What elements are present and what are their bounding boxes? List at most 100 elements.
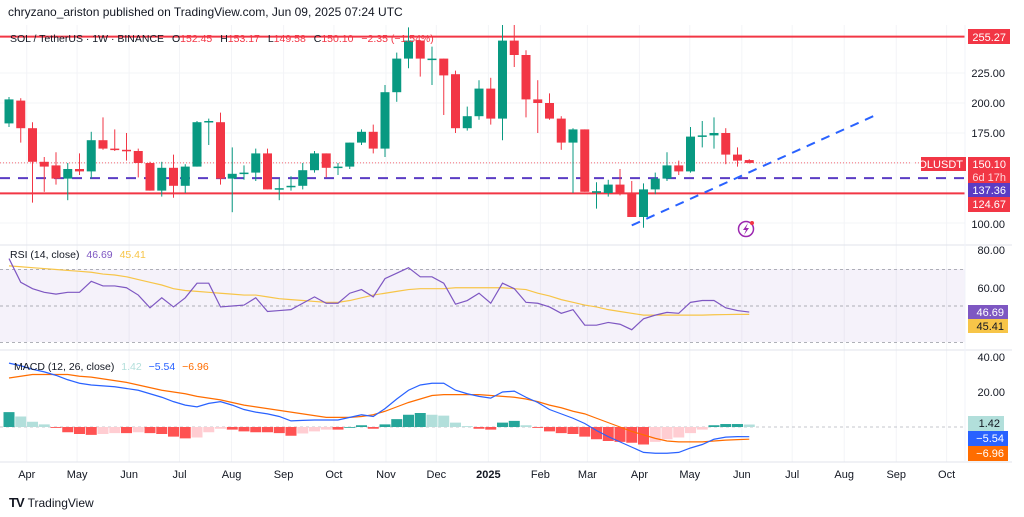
macd-signal-value: −6.96	[182, 361, 209, 373]
candle	[122, 133, 131, 161]
time-tick: Jul	[785, 469, 799, 481]
candle	[462, 106, 472, 131]
time-tick: 2025	[476, 469, 500, 481]
candle-body	[615, 184, 625, 193]
price-tick: 175.00	[971, 128, 1005, 140]
candle	[580, 129, 590, 192]
candle	[545, 93, 554, 120]
time-tick: Apr	[18, 469, 35, 481]
candle	[415, 40, 425, 77]
macd-histogram-bar	[74, 427, 85, 434]
candle	[533, 80, 543, 133]
macd-histogram-bar	[591, 427, 602, 440]
high-label: H	[220, 33, 228, 45]
time-tick: Sep	[886, 469, 906, 481]
candle-body	[556, 118, 566, 143]
macd-histogram-bar	[215, 427, 226, 429]
open-value: 152.45	[180, 33, 212, 45]
macd-histogram-bar	[356, 425, 367, 427]
support-badge	[968, 197, 1010, 212]
rsi-pane	[8, 258, 750, 331]
macd-tick: 20.00	[977, 387, 1005, 399]
macd-histogram-bar	[367, 427, 379, 429]
horizontal-levels[interactable]	[0, 35, 965, 195]
macd-histogram-bar	[532, 427, 544, 428]
candle	[51, 152, 61, 185]
macd-histogram-bar	[320, 427, 332, 430]
candle-body	[4, 99, 14, 124]
hist-badge-text: 1.42	[979, 418, 1000, 430]
macd-histogram-bar	[567, 427, 579, 434]
macd-histogram-bar	[685, 427, 696, 434]
rsi-badge	[968, 305, 1008, 319]
macd-histogram-bar	[262, 427, 273, 433]
macd-histogram-bar	[391, 419, 403, 427]
price-axis[interactable]: 225.00 200.00 175.00 100.00 80.00 60.00 …	[971, 68, 1005, 399]
mid-level-text: 137.36	[972, 185, 1006, 197]
candle-body	[427, 58, 437, 61]
macd-histogram-bar	[555, 427, 567, 434]
candle-body	[627, 193, 637, 217]
candle	[157, 161, 167, 197]
rsi-legend[interactable]: RSI (14, close) 46.69 45.41	[10, 249, 146, 261]
macd-histogram-bar	[50, 427, 62, 428]
candle-body	[545, 103, 554, 119]
time-tick: Mar	[578, 469, 597, 481]
time-tick: Jul	[172, 469, 186, 481]
macd-histogram-bar	[3, 412, 15, 427]
tradingview-logo[interactable]: TV TradingView	[9, 495, 94, 510]
candle	[380, 85, 390, 157]
candle-body	[169, 167, 178, 186]
candle-body	[239, 172, 249, 175]
macd-title: MACD (12, 26, close)	[14, 361, 114, 373]
candle	[263, 148, 272, 190]
macd-histogram-bar	[144, 427, 156, 434]
time-tick: Feb	[531, 469, 550, 481]
candle-body	[509, 40, 519, 55]
macd-histogram-bar	[297, 427, 309, 434]
candle-body	[122, 149, 131, 152]
rsi-band-fill	[0, 269, 965, 342]
candle-body	[110, 148, 120, 151]
macd-legend[interactable]: MACD (12, 26, close) 1.42 −5.54 −6.96	[14, 361, 209, 373]
candle-body	[521, 55, 531, 100]
macd-histogram-bar	[732, 424, 743, 427]
candle	[75, 153, 84, 175]
rsi-tick: 60.00	[977, 283, 1005, 295]
macd-histogram-bar	[238, 427, 250, 432]
candle-body	[697, 135, 707, 137]
candle	[239, 165, 249, 180]
macd-histogram-bar	[426, 414, 438, 427]
time-axis[interactable]: Apr May Jun Jul Aug Sep Oct Nov Dec 2025 Feb Mar Apr…	[18, 469, 955, 481]
trendline[interactable]	[631, 112, 879, 227]
candle-body	[486, 88, 496, 119]
hist-badge	[968, 416, 1004, 431]
candle-body	[592, 191, 601, 193]
candle	[639, 183, 648, 228]
mid-level-badge	[968, 183, 1010, 197]
price-tick: 225.00	[971, 68, 1005, 80]
macd-histogram-bar	[226, 427, 238, 430]
macd-histogram-bar	[450, 422, 461, 427]
macd-tick: 40.00	[977, 352, 1005, 364]
candle	[674, 160, 684, 175]
candle-body	[345, 142, 355, 167]
candle-body	[86, 140, 96, 172]
candle	[345, 142, 355, 169]
candle-body	[357, 131, 366, 143]
ascending-trendline	[631, 112, 879, 227]
candle	[321, 153, 331, 178]
candle	[357, 129, 366, 145]
time-tick: Oct	[325, 469, 342, 481]
candle	[627, 181, 637, 217]
rsi-ma-line	[8, 265, 750, 316]
candle	[216, 112, 225, 185]
time-tick: Sep	[274, 469, 294, 481]
candle	[474, 80, 484, 120]
symbol-label[interactable]: SOL / TetherUS · 1W · BINANCE	[10, 33, 164, 45]
macd-histogram-bar	[379, 424, 391, 427]
macd-histogram-bar	[438, 415, 450, 427]
lightning-icon[interactable]	[737, 220, 755, 238]
candle	[404, 27, 413, 69]
